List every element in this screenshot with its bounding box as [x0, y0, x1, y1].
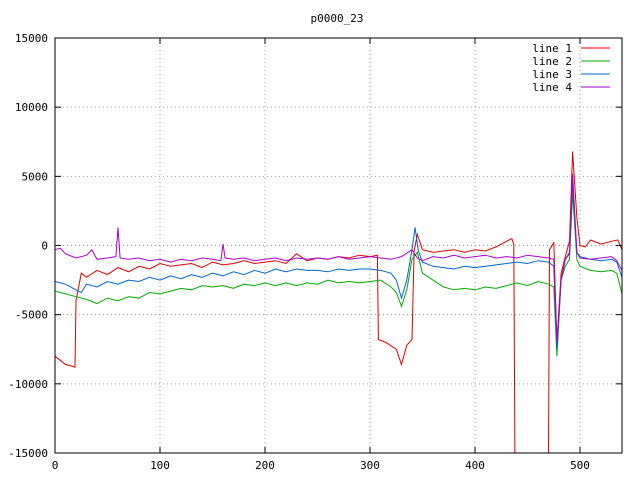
- x-tick-label: 0: [52, 459, 59, 472]
- x-tick-label: 400: [465, 459, 485, 472]
- legend-label-3: line 3: [532, 68, 572, 81]
- y-tick-label: 0: [41, 240, 48, 253]
- chart-title: p0000_23: [311, 12, 364, 25]
- plot-frame: [54, 37, 623, 454]
- legend-label-4: line 4: [532, 81, 572, 94]
- x-tick-label: 300: [360, 459, 380, 472]
- x-tick-label: 500: [570, 459, 590, 472]
- x-tick-label: 100: [150, 459, 170, 472]
- series-line-2: [55, 192, 622, 357]
- y-tick-label: 10000: [15, 101, 48, 114]
- legend-label-2: line 2: [532, 55, 572, 68]
- y-tick-label: -10000: [8, 378, 48, 391]
- y-tick-label: 15000: [15, 32, 48, 45]
- series-line-4: [55, 173, 622, 343]
- axis-ticks: 0 100 200 300 400 500 -15000 -10000 -5000 0 5000 10…: [8, 32, 622, 472]
- legend-label-1: line 1: [532, 42, 572, 55]
- series-line-1: [55, 151, 622, 453]
- x-tick-label: 200: [255, 459, 275, 472]
- y-tick-label: -5000: [15, 309, 48, 322]
- grid-lines: [55, 38, 622, 453]
- y-tick-label: -15000: [8, 447, 48, 460]
- plot-series: [55, 151, 622, 453]
- y-tick-label: 5000: [22, 170, 49, 183]
